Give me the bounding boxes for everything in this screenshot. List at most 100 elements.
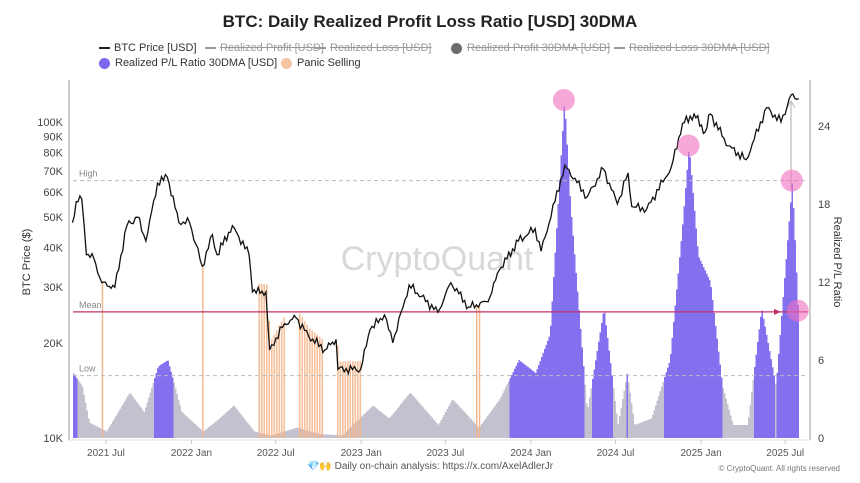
ratio-bar xyxy=(415,398,417,438)
ratio-bar xyxy=(646,420,648,438)
ratio-bar xyxy=(572,235,574,438)
legend-item[interactable]: Realized P/L Ratio 30DMA [USD] xyxy=(99,57,277,69)
highlight-circle xyxy=(780,169,803,192)
ratio-bar xyxy=(262,433,264,438)
legend-item[interactable]: Panic Selling xyxy=(281,57,361,69)
ratio-bar xyxy=(88,418,90,438)
ratio-bar xyxy=(175,388,177,438)
ratio-bar xyxy=(350,426,352,438)
legend-line-icon xyxy=(99,47,110,49)
legend-item[interactable]: BTC Price [USD] xyxy=(99,42,197,54)
ratio-bar xyxy=(758,329,760,438)
ratio-bar xyxy=(740,425,742,438)
panic-selling-bar xyxy=(308,328,311,438)
legend-label: Realized Loss 30DMA [USD] xyxy=(629,42,770,54)
ratio-bar xyxy=(541,356,543,438)
ratio-bar xyxy=(424,409,426,438)
ratio-bar xyxy=(292,428,294,438)
ratio-bar xyxy=(542,352,544,438)
ratio-bar xyxy=(673,321,675,438)
ratio-bar xyxy=(220,417,222,438)
legend-item[interactable]: Realized Profit 30DMA [USD] xyxy=(451,42,610,54)
ratio-bar xyxy=(184,414,186,438)
ratio-bar xyxy=(559,179,561,438)
panic-selling-bar xyxy=(101,282,104,438)
ratio-bar xyxy=(623,390,625,438)
ratio-bar xyxy=(626,373,628,438)
ratio-bar xyxy=(496,403,498,438)
ratio-bar xyxy=(286,430,288,438)
ratio-bar xyxy=(85,402,87,438)
ratio-bar xyxy=(433,419,435,438)
ratio-bar xyxy=(479,426,481,438)
ratio-bar xyxy=(617,424,619,438)
legend-item[interactable]: Realized Profit [USD] xyxy=(205,42,324,54)
ratio-bar xyxy=(682,224,684,438)
ratio-bar xyxy=(481,423,483,438)
legend-item[interactable]: Realized Loss [USD] xyxy=(315,42,432,54)
ratio-bar xyxy=(506,384,508,438)
ratio-bar xyxy=(610,363,612,438)
ratio-bar xyxy=(269,435,271,438)
ratio-bar xyxy=(793,207,795,438)
ratio-bar xyxy=(445,411,447,438)
ratio-bar xyxy=(205,429,207,438)
y-left-axis-title: BTC Price ($) xyxy=(21,229,33,296)
y-left-tick-label: 50K xyxy=(43,212,63,224)
ratio-bar xyxy=(469,417,471,438)
ratio-bar xyxy=(331,434,333,438)
panic-selling-bar xyxy=(280,321,283,438)
legend-item[interactable]: Realized Loss 30DMA [USD] xyxy=(614,42,770,54)
ratio-bar xyxy=(298,428,300,438)
ratio-bar xyxy=(508,381,510,438)
ratio-bar xyxy=(452,399,454,438)
ratio-bar xyxy=(280,432,282,438)
ratio-bar xyxy=(724,393,726,438)
ratio-bar xyxy=(377,409,379,438)
ratio-bar xyxy=(737,425,739,438)
ratio-bar xyxy=(512,371,514,438)
ratio-bar xyxy=(556,228,558,438)
ratio-bar xyxy=(124,401,126,438)
ratio-bar xyxy=(83,395,85,438)
ratio-bar xyxy=(463,411,465,438)
panic-selling-bar xyxy=(321,338,323,438)
ratio-bar xyxy=(796,272,798,438)
y-right-tick-label: 6 xyxy=(818,355,824,367)
footer-link[interactable]: https://x.com/AxelAdlerJr xyxy=(442,461,554,472)
ratio-bar xyxy=(727,404,729,438)
ratio-bar xyxy=(715,325,717,438)
ratio-bar xyxy=(677,273,679,438)
ratio-bar xyxy=(575,272,577,438)
y-right-tick-label: 0 xyxy=(818,433,824,445)
ratio-bar xyxy=(769,351,771,438)
ratio-bar xyxy=(374,407,376,438)
ratio-bar xyxy=(586,403,588,438)
ratio-bar xyxy=(730,415,732,438)
ratio-bar xyxy=(223,414,225,438)
ratio-bar xyxy=(428,414,430,438)
ratio-bar xyxy=(566,144,568,438)
ratio-bar xyxy=(74,375,76,438)
ratio-bar xyxy=(323,434,325,438)
ratio-bar xyxy=(593,369,595,438)
panic-selling-bar xyxy=(337,345,339,438)
arrow-head-icon xyxy=(786,99,796,109)
ratio-bar xyxy=(97,426,99,438)
ratio-bar xyxy=(464,412,466,438)
ratio-bar xyxy=(112,421,114,438)
diamond-hands-icon: 💎🙌 xyxy=(306,461,332,472)
panic-selling-bar xyxy=(278,325,281,438)
ratio-bar xyxy=(131,395,133,438)
ratio-bar xyxy=(631,403,633,438)
ratio-bar xyxy=(709,280,711,438)
ratio-bar xyxy=(73,373,75,438)
ratio-bar xyxy=(89,422,91,438)
ratio-bar xyxy=(590,388,592,438)
ratio-bar xyxy=(653,410,655,438)
ratio-bar xyxy=(670,354,672,438)
ratio-bar xyxy=(449,403,451,438)
ratio-bar xyxy=(185,415,187,438)
ratio-bar xyxy=(335,435,337,438)
ratio-bar xyxy=(658,396,660,438)
